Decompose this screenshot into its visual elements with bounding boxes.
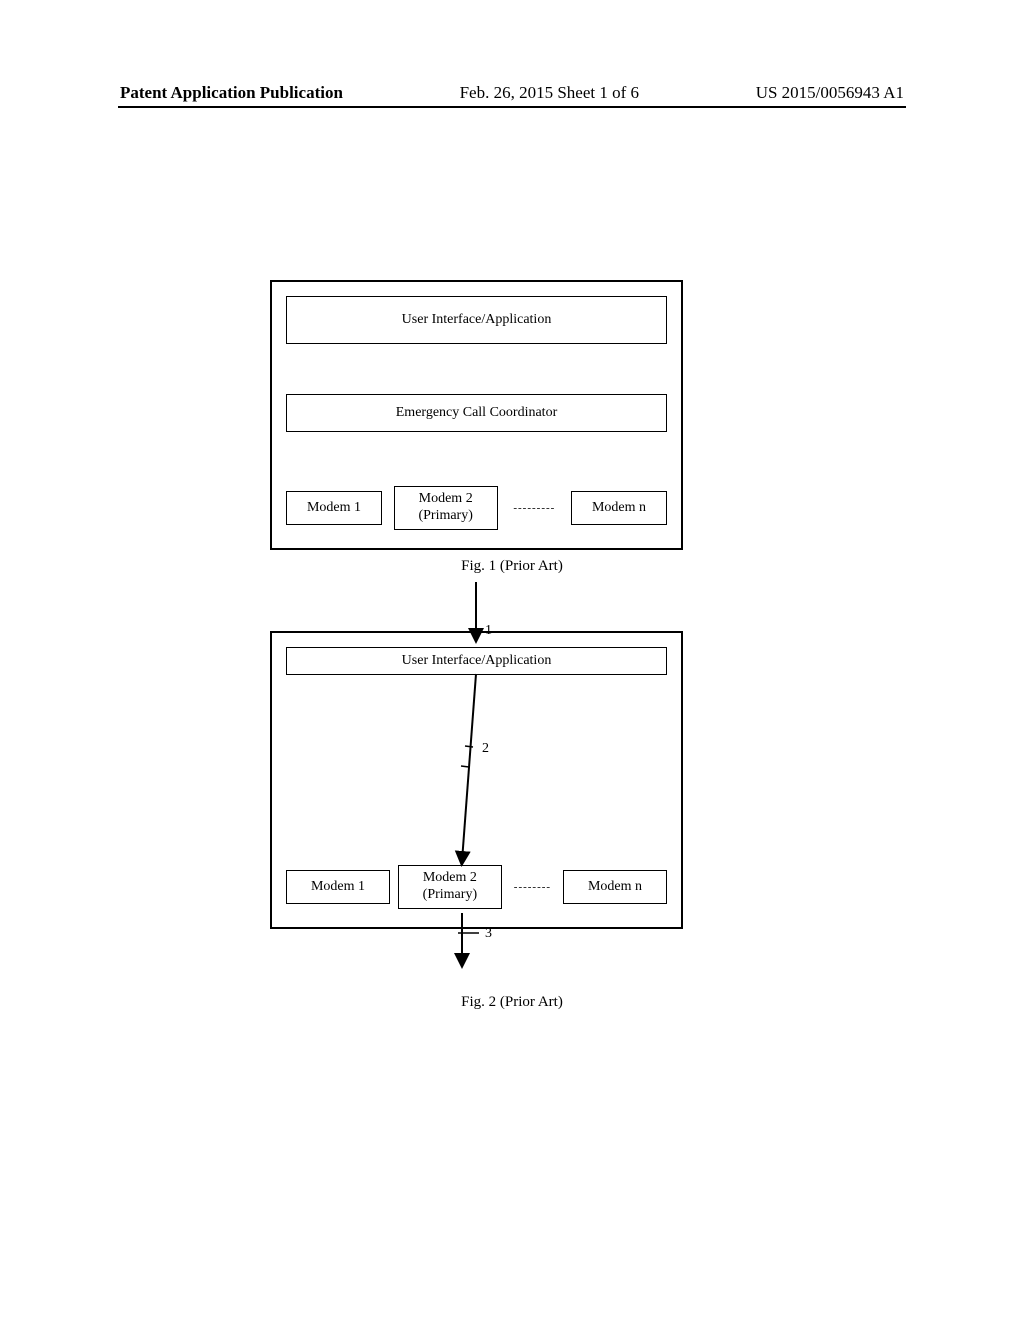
fig1-ui-application-box: User Interface/Application (286, 296, 667, 344)
fig1-modem2-line1: Modem 2 (419, 491, 473, 508)
page-container: Patent Application Publication Feb. 26, … (0, 0, 1024, 1320)
page-header: Patent Application Publication Feb. 26, … (120, 83, 904, 103)
header-right: US 2015/0056943 A1 (756, 83, 904, 103)
fig2-modem2-line2: (Primary) (423, 887, 477, 904)
fig2-dots: -------- (510, 881, 555, 893)
fig2-arrow-label-2: 2 (482, 741, 489, 757)
header-center: Feb. 26, 2015 Sheet 1 of 6 (460, 83, 639, 103)
fig1-modemn-label: Modem n (592, 500, 646, 517)
fig1-ui-label: User Interface/Application (402, 312, 552, 328)
fig1-ecc-label: Emergency Call Coordinator (396, 405, 557, 421)
fig1-modem1-box: Modem 1 (286, 491, 382, 525)
fig1-caption: Fig. 1 (Prior Art) (0, 558, 1024, 575)
fig2-ui-application-box: User Interface/Application (286, 647, 667, 675)
fig2-modem1-box: Modem 1 (286, 870, 390, 904)
fig2-outer-box: User Interface/Application Modem 1 Modem… (270, 631, 683, 929)
fig2-modem2-line1: Modem 2 (423, 870, 477, 887)
fig1-modem-row: Modem 1 Modem 2 (Primary) --------- Mode… (286, 486, 667, 530)
fig2-modem-row: Modem 1 Modem 2 (Primary) -------- Modem… (286, 865, 667, 909)
fig1-modem1-label: Modem 1 (307, 500, 361, 517)
fig1-outer-box: User Interface/Application Emergency Cal… (270, 280, 683, 550)
fig1-modem2-line2: (Primary) (418, 508, 472, 525)
fig1-modemn-box: Modem n (571, 491, 667, 525)
fig1-dots: --------- (509, 502, 559, 514)
fig2-modem1-label: Modem 1 (311, 879, 365, 896)
fig2-modem2-box: Modem 2 (Primary) (398, 865, 502, 909)
fig1-emergency-call-coordinator-box: Emergency Call Coordinator (286, 394, 667, 432)
fig1-modem2-box: Modem 2 (Primary) (394, 486, 498, 530)
fig2-arrow-label-3: 3 (485, 926, 492, 942)
fig2-modemn-box: Modem n (563, 870, 667, 904)
header-rule (118, 106, 906, 108)
fig2-modemn-label: Modem n (588, 879, 642, 896)
fig2-arrow-label-1: 1 (485, 623, 492, 639)
fig2-area: User Interface/Application Modem 1 Modem… (257, 578, 697, 978)
header-left: Patent Application Publication (120, 83, 343, 103)
fig2-caption: Fig. 2 (Prior Art) (0, 994, 1024, 1011)
fig2-ui-label: User Interface/Application (402, 653, 552, 669)
